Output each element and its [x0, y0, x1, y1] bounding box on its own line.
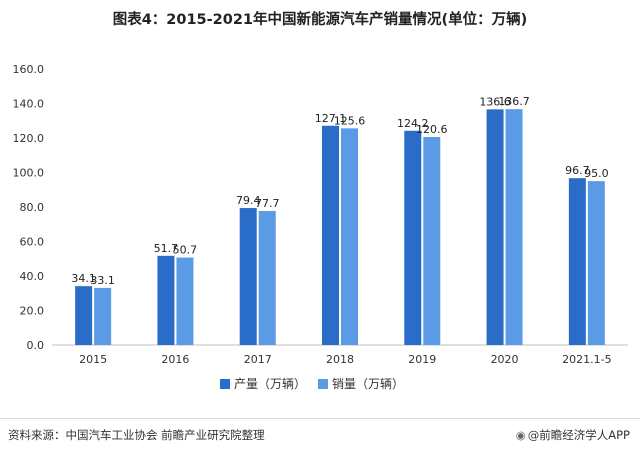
data-label: 33.1: [90, 274, 115, 287]
x-tick-label: 2015: [79, 353, 107, 366]
bar-production: [568, 178, 586, 345]
source-note: 资料来源：中国汽车工业协会 前瞻产业研究院整理: [8, 428, 265, 442]
data-label: 34.1: [71, 272, 96, 285]
bar-production: [157, 255, 175, 345]
bar-production: [404, 130, 422, 345]
bar-sales: [94, 287, 112, 345]
data-label: 79.4: [236, 194, 261, 207]
bar-chart: 0.0 20.0 40.0 60.0 80.0 100.0 120.0 140.0 160.0 3…: [13, 63, 628, 391]
data-label: 50.7: [173, 244, 198, 257]
x-tick-label: 2016: [161, 353, 189, 366]
data-label: 95.0: [584, 167, 609, 180]
y-tick-label: 20.0: [20, 305, 45, 318]
bar-sales: [341, 128, 358, 345]
x-tick-label: 2020: [491, 353, 519, 366]
data-label: 127.1: [315, 112, 347, 125]
y-tick-label: 120.0: [13, 132, 45, 145]
y-tick-label: 40.0: [20, 270, 45, 283]
bar-sales: [587, 181, 605, 345]
y-tick-label: 80.0: [20, 201, 45, 214]
bar-production: [239, 208, 257, 345]
bar-production: [322, 125, 339, 345]
x-tick-label: 2021.1-5: [562, 353, 611, 366]
bar-sales: [505, 109, 523, 345]
data-label: 120.6: [416, 123, 448, 136]
legend-label: 产量（万辆）: [234, 377, 306, 391]
circle-at-icon: ◉: [515, 428, 526, 442]
brand-label: ◉ @前瞻经济学人APP: [516, 427, 630, 443]
chart-title: 图表4：2015-2021年中国新能源汽车产销量情况(单位：万辆): [112, 12, 528, 28]
x-tick-label: 2017: [244, 353, 272, 366]
y-tick-label: 160.0: [13, 63, 45, 76]
bar-sales: [258, 210, 276, 345]
data-label: 136.6: [479, 95, 511, 108]
bar-sales: [423, 136, 441, 345]
data-label: 77.7: [255, 197, 280, 210]
legend-swatch: [220, 379, 230, 389]
y-tick-label: 100.0: [13, 167, 45, 180]
bar-production: [486, 109, 504, 346]
y-tick-label: 0.0: [27, 339, 45, 352]
x-tick-label: 2018: [326, 353, 354, 366]
data-label: 51.7: [154, 242, 179, 255]
x-tick-label: 2019: [408, 353, 436, 366]
brand-text: @前瞻经济学人APP: [527, 428, 630, 442]
bar-sales: [176, 257, 194, 345]
legend-swatch: [318, 379, 328, 389]
legend-label: 销量（万辆）: [332, 377, 404, 391]
y-tick-label: 140.0: [13, 98, 45, 111]
data-label: 125.6: [334, 114, 366, 127]
data-label: 124.2: [397, 117, 429, 130]
footer: 资料来源：中国汽车工业协会 前瞻产业研究院整理 ◉ @前瞻经济学人APP: [0, 418, 640, 453]
data-label: 96.7: [565, 164, 590, 177]
y-tick-label: 60.0: [20, 236, 45, 249]
data-label: 136.7: [498, 95, 530, 108]
bar-production: [75, 286, 93, 345]
